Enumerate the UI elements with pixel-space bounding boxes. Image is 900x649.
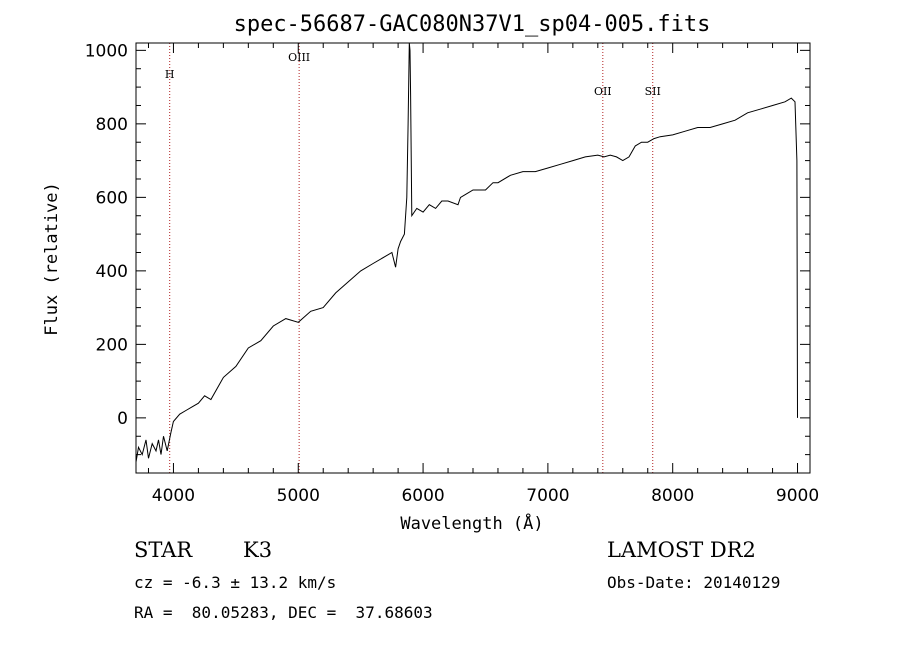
object-type: STAR <box>134 538 193 562</box>
x-tick-label-7000: 7000 <box>526 486 569 506</box>
survey-name: LAMOST DR2 <box>607 538 756 562</box>
line-marker-label-h: H <box>165 68 175 81</box>
line-marker-label-oiii: OIII <box>288 51 310 64</box>
observation-date: Obs-Date: 20140129 <box>607 573 781 592</box>
plot-frame <box>135 42 811 474</box>
y-axis-label: Flux (relative) <box>42 182 62 336</box>
x-tick-label-5000: 5000 <box>277 486 320 506</box>
y-tick-label-0: 0 <box>117 409 128 429</box>
x-tick-label-8000: 8000 <box>651 486 694 506</box>
redshift-velocity: cz = -6.3 ± 13.2 km/s <box>134 573 337 592</box>
spectrum-chart: spec-56687-GAC080N37V1_sp04-005.fits H OI… <box>42 12 819 534</box>
y-tick-label-400: 400 <box>96 262 128 282</box>
spectral-subclass: K3 <box>243 538 273 562</box>
plot-area: H OIII OII SII 4000 5000 6000 7000 8000 9000 0 200 4… <box>85 41 819 506</box>
spectrum-series-0 <box>135 42 798 463</box>
coordinates: RA = 80.05283, DEC = 37.68603 <box>134 603 433 622</box>
y-tick-label-800: 800 <box>96 115 128 135</box>
x-tick-label-9000: 9000 <box>776 486 819 506</box>
line-marker-label-sii: SII <box>645 85 661 98</box>
y-tick-label-1000: 1000 <box>85 41 128 61</box>
chart-title: spec-56687-GAC080N37V1_sp04-005.fits <box>234 12 711 37</box>
y-tick-label-600: 600 <box>96 188 128 208</box>
x-axis-label: Wavelength (Å) <box>400 512 543 534</box>
x-tick-label-6000: 6000 <box>401 486 444 506</box>
y-tick-label-200: 200 <box>96 335 128 355</box>
x-tick-label-4000: 4000 <box>152 486 195 506</box>
line-marker-label-oii: OII <box>594 85 612 98</box>
